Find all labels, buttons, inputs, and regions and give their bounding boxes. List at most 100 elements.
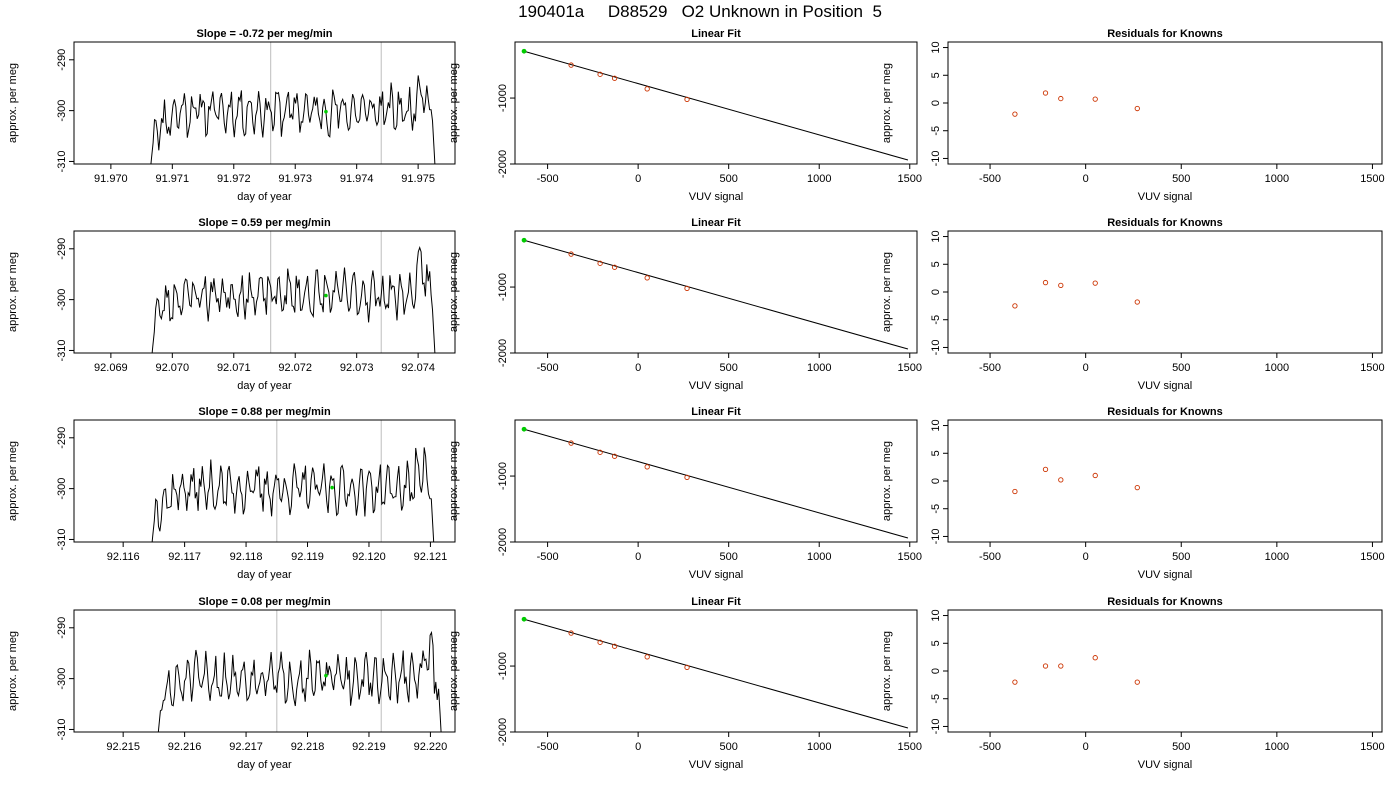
x-tick-label: 92.069 xyxy=(94,362,128,374)
x-tick-label: 92.218 xyxy=(291,741,325,753)
panel-title: Linear Fit xyxy=(691,596,741,608)
x-tick-label: 1500 xyxy=(1360,362,1384,374)
known-point xyxy=(684,664,690,671)
x-tick-label: 0 xyxy=(635,362,641,374)
plot-frame xyxy=(514,230,918,354)
known-point xyxy=(1092,655,1098,661)
panel-title: Slope = 0.08 per meg/min xyxy=(198,596,331,608)
x-tick-label: -500 xyxy=(537,362,559,374)
known-point xyxy=(1012,111,1018,117)
unknown-point xyxy=(521,616,527,622)
plot-area xyxy=(1012,466,1140,495)
y-tick-label: -10 xyxy=(930,719,942,735)
x-tick-label: -500 xyxy=(979,362,1001,374)
known-point xyxy=(1092,280,1098,286)
y-axis-label: approx. per meg xyxy=(881,441,893,521)
panel-title: Residuals for Knowns xyxy=(1107,596,1223,608)
known-point xyxy=(1058,95,1064,102)
known-point xyxy=(1134,105,1140,112)
y-tick-label: -1000 xyxy=(497,273,509,301)
y-tick-label: -310 xyxy=(56,150,68,172)
known-point xyxy=(1012,303,1018,309)
panel-2-1: Slope = 0.59 per meg/min 92.069 92.070 92.0… xyxy=(7,217,456,392)
plot-area xyxy=(1012,279,1140,309)
y-axis-label: approx. per meg xyxy=(448,63,460,143)
x-tick-label: 91.973 xyxy=(278,173,312,185)
x-axis-label: day of year xyxy=(237,759,292,771)
y-tick-label: 5 xyxy=(930,261,942,267)
x-tick-label: 92.215 xyxy=(106,741,140,753)
known-point xyxy=(1092,96,1098,102)
x-axis-label: day of year xyxy=(237,380,292,392)
x-tick-label: 500 xyxy=(1172,173,1190,185)
x-tick-label: 92.117 xyxy=(168,551,201,563)
plot-frame xyxy=(947,419,1383,543)
fit-line xyxy=(523,50,909,161)
y-tick-label: -300 xyxy=(56,100,68,122)
plot-area xyxy=(151,231,436,353)
known-point xyxy=(644,275,650,281)
y-axis-label: approx. per meg xyxy=(881,63,893,143)
y-tick-label: -2000 xyxy=(497,528,509,556)
x-tick-label: 500 xyxy=(719,362,737,374)
y-tick-label: -290 xyxy=(56,49,68,71)
known-point xyxy=(611,264,618,270)
plot-frame xyxy=(947,609,1383,733)
measurement-trace xyxy=(150,75,436,164)
panel-2-2: Linear Fit -500 0 500 1000 1500 -2000 -1000 VUV … xyxy=(448,217,922,392)
known-point xyxy=(684,474,690,481)
x-tick-label: 500 xyxy=(719,551,737,563)
plot-frame xyxy=(73,41,456,165)
x-tick-label: 1000 xyxy=(1265,551,1289,563)
x-tick-label: -500 xyxy=(537,173,559,185)
x-tick-label: -500 xyxy=(979,741,1001,753)
y-tick-label: 0 xyxy=(930,478,942,484)
y-axis-label: approx. per meg xyxy=(881,631,893,711)
x-tick-label: 0 xyxy=(1083,551,1089,563)
x-tick-label: 92.071 xyxy=(217,362,251,374)
x-axis-label: VUV signal xyxy=(689,380,743,392)
y-tick-label: 5 xyxy=(930,640,942,646)
x-tick-label: 1500 xyxy=(898,741,922,753)
x-tick-label: 1500 xyxy=(1360,173,1384,185)
y-tick-label: 0 xyxy=(930,100,942,106)
x-tick-label: -500 xyxy=(537,741,559,753)
y-tick-label: -10 xyxy=(930,151,942,167)
known-point xyxy=(1134,299,1140,305)
panel-title: Slope = 0.59 per meg/min xyxy=(198,217,331,229)
y-tick-label: -2000 xyxy=(497,339,509,367)
x-tick-label: 92.072 xyxy=(278,362,312,374)
unknown-marker xyxy=(324,293,328,298)
known-point xyxy=(1058,663,1064,669)
x-tick-label: 0 xyxy=(1083,741,1089,753)
y-tick-label: -5 xyxy=(930,504,942,514)
y-tick-label: -310 xyxy=(56,339,68,361)
known-point xyxy=(1092,472,1098,479)
y-axis-label: approx. per meg xyxy=(448,441,460,521)
y-tick-label: 5 xyxy=(930,450,942,456)
x-tick-label: 92.070 xyxy=(155,362,189,374)
panel-1-1: Slope = -0.72 per meg/min 91.970 91.971 91.… xyxy=(7,28,456,203)
plot-area xyxy=(151,420,435,542)
panel-4-2: Linear Fit -500 0 500 1000 1500 -2000 -1000 VUV … xyxy=(448,596,922,771)
y-tick-label: 0 xyxy=(930,668,942,674)
known-point xyxy=(1042,663,1049,669)
unknown-point xyxy=(521,237,527,243)
known-point xyxy=(568,440,574,446)
unknown-point xyxy=(521,48,527,54)
x-tick-label: 91.974 xyxy=(340,173,374,185)
y-tick-label: -310 xyxy=(56,528,68,550)
known-point xyxy=(1042,90,1049,96)
known-point xyxy=(644,86,650,92)
x-tick-label: 0 xyxy=(1083,173,1089,185)
x-tick-label: 0 xyxy=(635,551,641,563)
plot-area xyxy=(521,616,909,729)
fit-line xyxy=(523,428,909,539)
x-tick-label: 92.217 xyxy=(229,741,263,753)
known-point xyxy=(1012,679,1018,685)
measurement-trace xyxy=(151,447,435,542)
known-point xyxy=(597,449,603,455)
x-tick-label: 92.216 xyxy=(168,741,202,753)
x-axis-label: VUV signal xyxy=(689,759,743,771)
figure-title: 190401a D88529 O2 Unknown in Position 5 xyxy=(518,2,882,21)
